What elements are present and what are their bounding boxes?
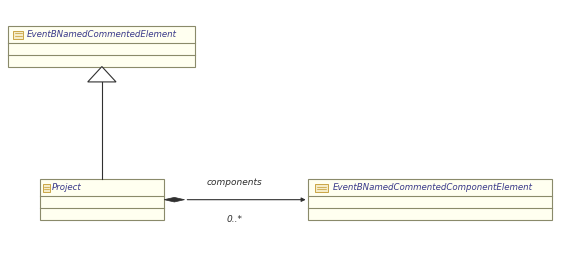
Text: Project: Project bbox=[52, 183, 82, 192]
Text: components: components bbox=[207, 178, 263, 187]
Bar bbox=[13, 30, 23, 39]
Polygon shape bbox=[88, 67, 116, 82]
Bar bbox=[43, 184, 50, 192]
Bar bbox=[315, 184, 328, 192]
Bar bbox=[8, 26, 195, 67]
Text: EventBNamedCommentedComponentElement: EventBNamedCommentedComponentElement bbox=[333, 183, 533, 192]
Polygon shape bbox=[164, 197, 185, 202]
Bar bbox=[308, 179, 552, 220]
Text: EventBNamedCommentedElement: EventBNamedCommentedElement bbox=[27, 30, 177, 39]
Text: 0..*: 0..* bbox=[227, 215, 243, 224]
Bar bbox=[40, 179, 164, 220]
